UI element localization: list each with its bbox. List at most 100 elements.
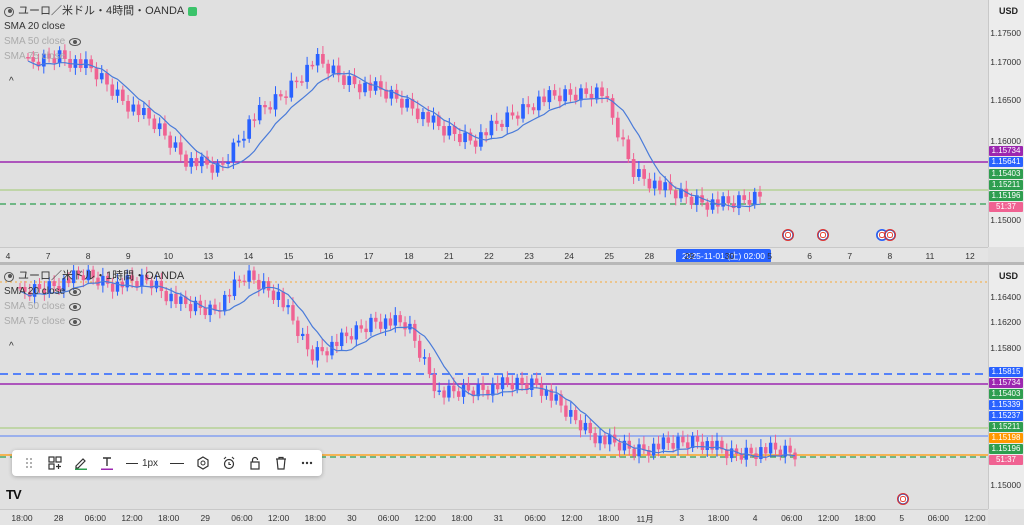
- indicator-sma50[interactable]: SMA 50 close: [4, 299, 184, 314]
- candle-body: [632, 448, 636, 457]
- candle-body: [515, 377, 519, 390]
- chart-pane-4h[interactable]: ユーロ／米ドル・4時間・OANDA SMA 20 close SMA 50 cl…: [0, 0, 1024, 263]
- price-axis-4h[interactable]: USD 1.17500 1.17000 1.16500 1.16000 1.15…: [988, 0, 1024, 247]
- candle-body: [621, 137, 625, 140]
- indicator-sma75[interactable]: SMA 75 close: [4, 314, 184, 329]
- time-tick-label: 22: [484, 251, 494, 261]
- currency-label[interactable]: USD: [998, 271, 1018, 281]
- settings-button[interactable]: [190, 451, 216, 475]
- candle-body: [689, 196, 694, 205]
- us-event-icon[interactable]: [897, 493, 909, 505]
- drag-handle[interactable]: [16, 451, 42, 475]
- indicator-label: SMA 20 close: [4, 286, 66, 297]
- price-axis-1h[interactable]: USD 1.16400 1.16200 1.15800 1.15000 1.15…: [988, 265, 1024, 509]
- candlestick-plot-1h[interactable]: [0, 265, 988, 509]
- us-event-icon[interactable]: [782, 229, 794, 241]
- delete-button[interactable]: [268, 451, 294, 475]
- candle-body: [326, 63, 331, 74]
- symbol-title-row[interactable]: ユーロ／米ドル・1時間・OANDA: [4, 269, 184, 284]
- candle-body: [357, 84, 362, 93]
- templates-button[interactable]: [42, 451, 68, 475]
- alert-button[interactable]: [216, 451, 242, 475]
- symbol-title[interactable]: ユーロ／米ドル・4時間・OANDA: [18, 5, 185, 17]
- candle-body: [120, 281, 125, 288]
- candle-body: [725, 449, 729, 459]
- line-color-button[interactable]: [68, 451, 94, 475]
- time-axis-1h[interactable]: 18:00 28 06:00 12:00 18:00 29 06:00 12:00 18:00 3…: [0, 509, 988, 525]
- us-event-icon[interactable]: [817, 229, 829, 241]
- candle-body: [598, 435, 602, 444]
- time-tick-label: 9: [125, 251, 131, 261]
- candle-body: [447, 385, 451, 398]
- indicator-label: SMA 50 close: [4, 301, 66, 312]
- legend-4h: ユーロ／米ドル・4時間・OANDA SMA 20 close SMA 50 cl…: [4, 4, 198, 64]
- templates-icon: [48, 456, 62, 470]
- pane-divider[interactable]: [0, 262, 1024, 265]
- indicator-sma20[interactable]: SMA 20 close: [4, 19, 197, 34]
- price-label: 1.15339: [989, 400, 1023, 410]
- candle-body: [589, 93, 594, 100]
- candle-body: [436, 115, 441, 127]
- candle-body: [489, 120, 494, 136]
- candle-body: [335, 341, 339, 347]
- time-tick-label: 18:00: [11, 513, 33, 523]
- us-event-icon[interactable]: [884, 229, 896, 241]
- symbol-title[interactable]: ユーロ／米ドル・1時間・OANDA: [18, 270, 185, 282]
- candle-body: [626, 139, 631, 160]
- candle-body: [286, 305, 290, 308]
- candle-body: [442, 390, 446, 398]
- time-tick-label: 06:00: [84, 513, 106, 523]
- time-tick-label: 7: [847, 251, 853, 261]
- indicator-sma20[interactable]: SMA 20 close: [4, 284, 184, 299]
- indicator-sma75[interactable]: SMA 75 close: [4, 49, 197, 64]
- text-color-button[interactable]: [94, 451, 120, 475]
- candle-body: [681, 436, 685, 443]
- symbol-title-row[interactable]: ユーロ／米ドル・4時間・OANDA: [4, 4, 198, 19]
- candle-body: [252, 119, 257, 121]
- line-width-button[interactable]: 1px: [120, 451, 164, 475]
- currency-label[interactable]: USD: [998, 6, 1018, 16]
- lock-button[interactable]: [242, 451, 268, 475]
- candle-body: [210, 164, 215, 173]
- price-label: 1.15641: [989, 157, 1023, 167]
- candle-body: [661, 437, 666, 450]
- chart-pane-1h[interactable]: ユーロ／米ドル・1時間・OANDA SMA 20 close SMA 50 cl…: [0, 265, 1024, 525]
- hidden-eye-icon[interactable]: [69, 317, 82, 326]
- time-tick-label: 11: [925, 251, 935, 261]
- candle-body: [344, 332, 349, 337]
- more-button[interactable]: [294, 451, 320, 475]
- price-label: 1.15237: [989, 411, 1023, 421]
- indicator-sma50[interactable]: SMA 50 close: [4, 34, 197, 49]
- candle-body: [63, 50, 67, 59]
- hidden-eye-icon[interactable]: [69, 37, 82, 46]
- tradingview-logo[interactable]: TV: [6, 487, 22, 502]
- candle-body: [315, 54, 320, 66]
- candle-body: [76, 270, 81, 276]
- collapse-legend-icon[interactable]: ^: [9, 76, 14, 87]
- price-label: 1.15196: [989, 191, 1023, 201]
- time-axis-4h[interactable]: 2025-11-01 (土) 02:00 4 7 8 9 10 13 14 15 16 17 18 2…: [0, 247, 988, 263]
- collapse-legend-icon[interactable]: ^: [9, 341, 14, 352]
- candle-body: [140, 274, 144, 287]
- candle-body: [413, 323, 417, 341]
- candle-body: [647, 449, 651, 456]
- price-label: 1.15403: [989, 169, 1023, 179]
- time-tick-label: 21: [444, 251, 454, 261]
- candle-body: [552, 90, 557, 96]
- symbol-icon: [4, 6, 14, 17]
- candle-body: [389, 89, 394, 99]
- eye-icon[interactable]: [69, 287, 82, 296]
- candle-body: [242, 280, 246, 283]
- hidden-eye-icon[interactable]: [69, 302, 82, 311]
- candle-body: [271, 290, 276, 300]
- price-tick: 1.16200: [990, 317, 1021, 327]
- line-style-button[interactable]: [164, 451, 190, 475]
- indicator-label: SMA 75 close: [4, 51, 66, 62]
- candle-body: [690, 436, 695, 449]
- candlestick-plot-4h[interactable]: [0, 0, 988, 247]
- countdown-label: 51:37: [989, 202, 1023, 212]
- candle-body: [637, 444, 641, 457]
- candle-body: [86, 269, 90, 281]
- time-tick-label: 06:00: [524, 513, 546, 523]
- candle-body: [273, 94, 278, 110]
